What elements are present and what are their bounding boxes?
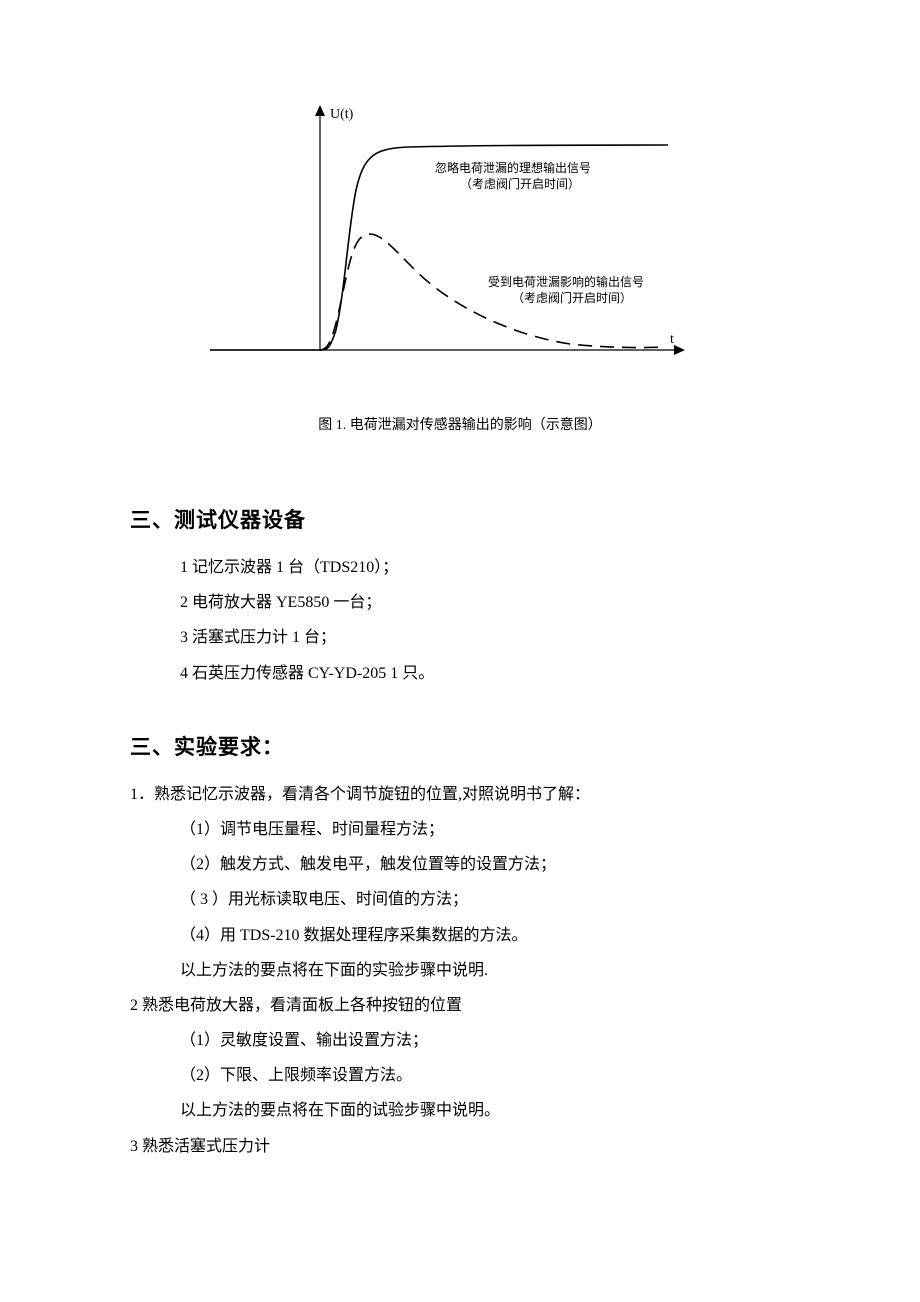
- figure-container: U(t) t 忽略电荷泄漏的理想输出信号 （考虑阀门开启时间） 受到电荷泄漏影响…: [210, 100, 710, 400]
- ideal-curve: [210, 145, 668, 350]
- req-item-2-sub-1: （1）灵敏度设置、输出设置方法；: [180, 1023, 790, 1058]
- req-item-1-sub-2: （2）触发方式、触发电平，触发位置等的设置方法；: [180, 847, 790, 882]
- annotation-leak-line2: （考虑阀门开启时间）: [512, 290, 632, 305]
- equipment-item-3: 3 活塞式压力计 1 台；: [180, 620, 790, 655]
- req-item-2-sub-2: （2）下限、上限频率设置方法。: [180, 1058, 790, 1093]
- y-axis-label: U(t): [330, 107, 354, 122]
- x-axis-arrow: [674, 345, 685, 355]
- figure-caption: 图 1. 电荷泄漏对传感器输出的影响（示意图）: [130, 414, 790, 434]
- req-item-1: 1．熟悉记忆示波器，看清各个调节旋钮的位置,对照说明书了解：: [130, 777, 790, 812]
- page: U(t) t 忽略电荷泄漏的理想输出信号 （考虑阀门开启时间） 受到电荷泄漏影响…: [0, 0, 920, 1302]
- y-axis-arrow: [315, 105, 325, 116]
- figure-svg: U(t) t 忽略电荷泄漏的理想输出信号 （考虑阀门开启时间） 受到电荷泄漏影响…: [210, 100, 710, 400]
- annotation-leak-line1: 受到电荷泄漏影响的输出信号: [488, 274, 644, 289]
- req-item-1-sub-3: （ 3 ）用光标读取电压、时间值的方法；: [180, 882, 790, 917]
- req-item-1-sub-5: 以上方法的要点将在下面的实验步骤中说明.: [180, 953, 790, 988]
- x-axis-label: t: [670, 332, 674, 347]
- req-item-2: 2 熟悉电荷放大器，看清面板上各种按钮的位置: [130, 988, 790, 1023]
- equipment-heading: 三、测试仪器设备: [130, 504, 790, 534]
- annotation-ideal-line2: （考虑阀门开启时间）: [460, 176, 580, 191]
- req-item-3: 3 熟悉活塞式压力计: [130, 1129, 790, 1164]
- req-item-2-sub-3: 以上方法的要点将在下面的试验步骤中说明。: [180, 1093, 790, 1128]
- equipment-item-1: 1 记忆示波器 1 台（TDS210）；: [180, 550, 790, 585]
- req-item-1-sub-4: （4）用 TDS-210 数据处理程序采集数据的方法。: [180, 918, 790, 953]
- requirements-heading: 三、实验要求：: [130, 731, 790, 761]
- equipment-item-4: 4 石英压力传感器 CY-YD-205 1 只。: [180, 656, 790, 691]
- equipment-item-2: 2 电荷放大器 YE5850 一台；: [180, 585, 790, 620]
- annotation-ideal-line1: 忽略电荷泄漏的理想输出信号: [435, 160, 591, 175]
- req-item-1-sub-1: （1）调节电压量程、时间量程方法；: [180, 812, 790, 847]
